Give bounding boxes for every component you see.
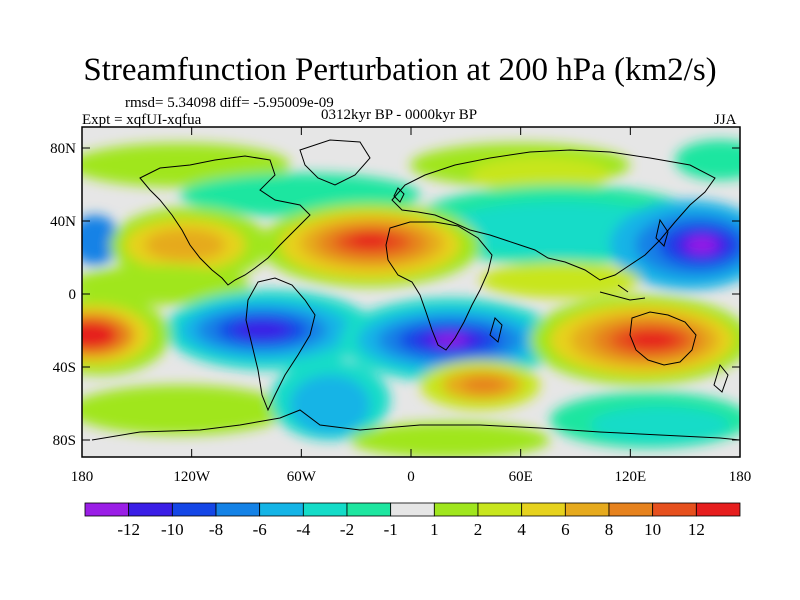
colorbar-label: -2 xyxy=(340,520,354,539)
colorbar-label: -4 xyxy=(296,520,311,539)
colorbar-swatch xyxy=(652,502,697,517)
streamfunction-field xyxy=(82,140,740,457)
x-tick-label: 180 xyxy=(71,469,94,485)
colorbar-label: -10 xyxy=(161,520,184,539)
south-america-coast xyxy=(245,277,316,412)
colorbar-label: 1 xyxy=(430,520,439,539)
colorbar-swatch xyxy=(302,502,348,517)
colorbar-label: -8 xyxy=(209,520,223,539)
period-label: 0312kyr BP - 0000kyr BP xyxy=(321,107,478,123)
colorbar-swatch xyxy=(346,502,392,517)
greenland-coast xyxy=(299,139,371,186)
colorbar-swatch xyxy=(171,502,217,517)
colorbar: -12 -10 -8 -6 -4 -2 -1 1 2 4 6 8 10 12 xyxy=(84,502,741,539)
y-tick-label: 80N xyxy=(50,141,76,157)
colorbar-swatch xyxy=(477,502,523,517)
colorbar-swatch xyxy=(259,502,304,517)
y-tick-label: 40N xyxy=(50,214,76,230)
y-tick-label: 80S xyxy=(53,433,76,449)
indonesia-coast xyxy=(599,284,646,301)
colorbar-swatch xyxy=(390,502,435,517)
x-tick-label: 180 xyxy=(729,469,752,485)
x-tick-label: 120E xyxy=(614,469,646,485)
japan-coast xyxy=(655,218,669,247)
colorbar-swatch xyxy=(564,502,610,517)
y-axis: 80N 40N 0 40S 80S xyxy=(50,141,740,449)
y-tick-label: 0 xyxy=(69,287,77,303)
north-america-coast xyxy=(139,155,311,286)
colorbar-label: 4 xyxy=(517,520,526,539)
x-axis: 180 120W 60W 0 60E 120E 180 xyxy=(71,127,752,485)
x-tick-label: 120W xyxy=(173,469,211,485)
colorbar-swatch xyxy=(433,502,479,517)
colorbar-label: -6 xyxy=(253,520,267,539)
colorbar-label: -1 xyxy=(384,520,398,539)
colorbar-label: 6 xyxy=(561,520,570,539)
colorbar-label: 8 xyxy=(605,520,614,539)
colorbar-swatch xyxy=(128,502,173,517)
plot-title: Streamfunction Perturbation at 200 hPa (… xyxy=(83,52,717,88)
africa-coast xyxy=(385,221,493,351)
colorbar-label: -12 xyxy=(117,520,140,539)
coastlines xyxy=(91,139,740,441)
colorbar-label: 12 xyxy=(688,520,705,539)
madagascar-coast xyxy=(489,317,503,343)
x-tick-label: 60W xyxy=(287,469,317,485)
colorbar-swatch xyxy=(215,502,261,517)
colorbar-swatch xyxy=(608,502,654,517)
antarctica-coast xyxy=(91,409,740,441)
new-zealand-coast xyxy=(713,363,729,393)
colorbar-swatch xyxy=(84,502,130,517)
x-tick-label: 60E xyxy=(509,469,533,485)
field-panel xyxy=(82,127,740,457)
colorbar-swatch xyxy=(521,502,566,517)
stats-text: rmsd= 5.34098 diff= -5.95009e-09 xyxy=(125,95,334,111)
y-tick-label: 40S xyxy=(53,360,76,376)
experiment-label: Expt = xqfUI-xqfua xyxy=(82,112,202,128)
uk-coast xyxy=(393,187,405,203)
x-tick-label: 0 xyxy=(407,469,415,485)
colorbar-swatch xyxy=(695,502,741,517)
eurasia-coast xyxy=(391,149,716,281)
colorbar-label: 2 xyxy=(474,520,483,539)
colorbar-label: 10 xyxy=(644,520,661,539)
season-label: JJA xyxy=(714,112,737,128)
australia-coast xyxy=(629,311,697,366)
